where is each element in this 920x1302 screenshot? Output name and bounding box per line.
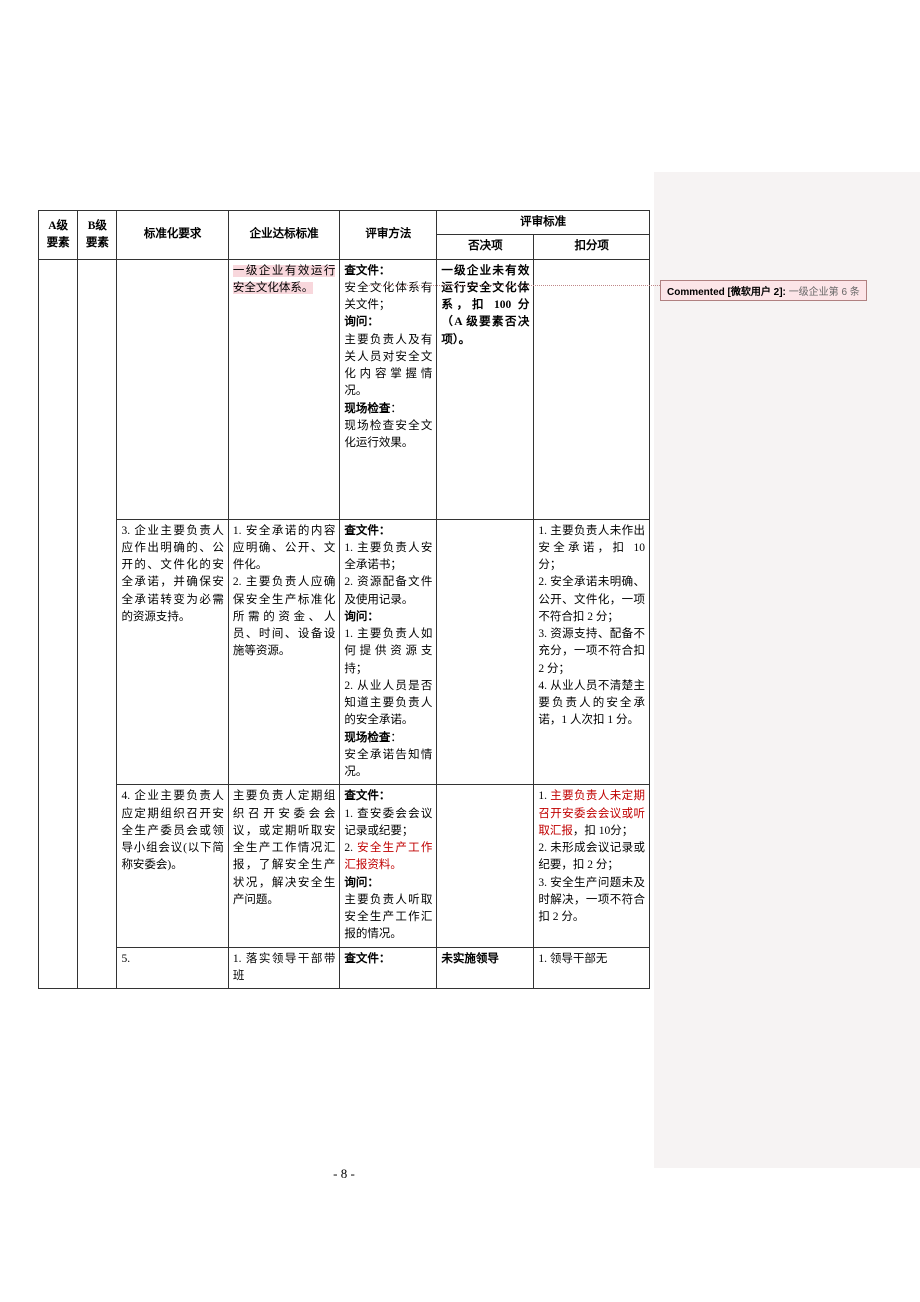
comment-margin-shade bbox=[654, 172, 920, 1168]
th-req: 标准化要求 bbox=[117, 211, 228, 260]
cell-method: 查文件：1. 主要负责人安全承诺书；2. 资源配备文件及使用记录。询问：1. 主… bbox=[340, 519, 437, 785]
page-number: - 8 - bbox=[38, 1166, 650, 1182]
table-body: 一级企业有效运行安全文化体系。查文件：安全文化体系有关文件；询问：主要负责人及有… bbox=[39, 259, 650, 989]
main-table-area: A级要素 B级要素 标准化要求 企业达标标准 评审方法 评审标准 否决项 扣分项… bbox=[38, 210, 650, 989]
cell-reject: 未实施领导 bbox=[437, 947, 534, 989]
cell-reject bbox=[437, 519, 534, 785]
cell-b bbox=[78, 259, 117, 989]
cell-reject bbox=[437, 785, 534, 947]
comment-balloon[interactable]: Commented [微软用户 2]: 一级企业第 6 条 bbox=[660, 280, 867, 301]
cell-reject: 一级企业未有效运行安全文化体系，扣 100 分（A 级要素否决项）。 bbox=[437, 259, 534, 519]
cell-req: 5. bbox=[117, 947, 228, 989]
cell-req bbox=[117, 259, 228, 519]
cell-method: 查文件：安全文化体系有关文件；询问：主要负责人及有关人员对安全文化内容掌握情况。… bbox=[340, 259, 437, 519]
th-method: 评审方法 bbox=[340, 211, 437, 260]
th-std: 企业达标标准 bbox=[228, 211, 339, 260]
table-row: 5.1. 落实领导干部带班查文件：未实施领导1. 领导干部无 bbox=[39, 947, 650, 989]
th-b: B级要素 bbox=[78, 211, 117, 260]
cell-std: 1. 安全承诺的内容应明确、公开、文件化。2. 主要负责人应确保安全生产标准化所… bbox=[228, 519, 339, 785]
cell-a bbox=[39, 259, 78, 989]
header-row-1: A级要素 B级要素 标准化要求 企业达标标准 评审方法 评审标准 bbox=[39, 211, 650, 235]
cell-std: 一级企业有效运行安全文化体系。 bbox=[228, 259, 339, 519]
comment-text: 一级企业第 6 条 bbox=[789, 287, 860, 298]
th-reject: 否决项 bbox=[437, 235, 534, 259]
cell-deduct: 1. 领导干部无 bbox=[534, 947, 650, 989]
th-a: A级要素 bbox=[39, 211, 78, 260]
comment-label: Commented [微软用户 2]: bbox=[667, 287, 786, 298]
th-deduct: 扣分项 bbox=[534, 235, 650, 259]
table-row: 一级企业有效运行安全文化体系。查文件：安全文化体系有关文件；询问：主要负责人及有… bbox=[39, 259, 650, 519]
cell-req: 4. 企业主要负责人应定期组织召开安全生产委员会或领导小组会议(以下简称安委会)… bbox=[117, 785, 228, 947]
cell-deduct bbox=[534, 259, 650, 519]
cell-deduct: 1. 主要负责人未作出安全承诺，扣 10 分；2. 安全承诺未明确、公开、文件化… bbox=[534, 519, 650, 785]
cell-method: 查文件： bbox=[340, 947, 437, 989]
cell-deduct: 1. 主要负责人未定期召开安委会会议或听取汇报，扣 10分；2. 未形成会议记录… bbox=[534, 785, 650, 947]
cell-std: 主要负责人定期组织召开安委会会议，或定期听取安全生产工作情况汇报，了解安全生产状… bbox=[228, 785, 339, 947]
cell-method: 查文件：1. 查安委会会议记录或纪要；2. 安全生产工作汇报资料。询问：主要负责… bbox=[340, 785, 437, 947]
cell-req: 3. 企业主要负责人应作出明确的、公开的、文件化的安全承诺，并确保安全承诺转变为… bbox=[117, 519, 228, 785]
standards-table: A级要素 B级要素 标准化要求 企业达标标准 评审方法 评审标准 否决项 扣分项… bbox=[38, 210, 650, 989]
table-row: 3. 企业主要负责人应作出明确的、公开的、文件化的安全承诺，并确保安全承诺转变为… bbox=[39, 519, 650, 785]
th-criteria: 评审标准 bbox=[437, 211, 650, 235]
comment-connector-line bbox=[365, 285, 660, 286]
cell-std: 1. 落实领导干部带班 bbox=[228, 947, 339, 989]
table-row: 4. 企业主要负责人应定期组织召开安全生产委员会或领导小组会议(以下简称安委会)… bbox=[39, 785, 650, 947]
